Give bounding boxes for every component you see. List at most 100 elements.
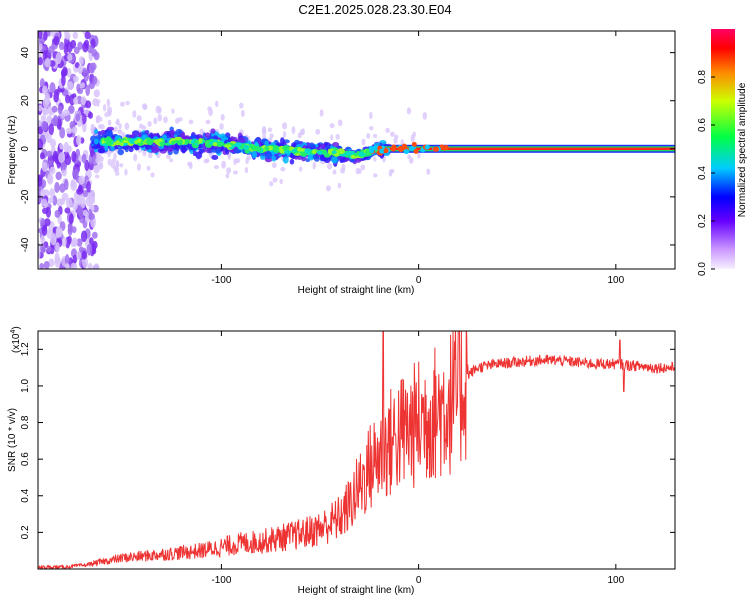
spectrogram-core [212,142,218,147]
spectrogram-noise [49,166,56,175]
spectrogram-scatter [106,98,111,107]
spectrogram-noise [77,87,84,95]
spectrogram-noise [38,31,43,40]
spectrogram-core [254,146,263,152]
spectrogram-noise [70,262,77,269]
spectrogram-band [251,150,258,159]
spectrogram-band [216,147,221,154]
spectrogram-noise [67,53,73,62]
spectrogram-scatter [389,131,395,137]
spectrogram-scatter [166,153,171,160]
spectrogram-band [166,146,174,153]
spectrogram-core [122,139,129,144]
spectrogram-scatter [146,165,151,171]
spectrogram-xtick-label: 100 [607,275,624,286]
spectrogram-band [122,145,130,150]
svg-text:(x104): (x104) [10,326,22,353]
spectrogram-band [260,155,266,160]
spectrogram-noise [87,45,93,54]
spectrogram-noise [66,81,74,90]
spectrogram-scatter [96,101,100,107]
spectrogram-noise [48,258,55,267]
spectrogram-scatter [325,185,332,192]
spectrogram-scatter [94,174,100,179]
snr-ytick-label: 1.0 [20,379,31,393]
spectrogram-noise [71,226,77,234]
spectrogram-scatter [157,113,162,122]
spectrogram-noise [82,189,89,198]
spectrogram-noise [81,257,89,269]
snr-multiplier-base: (x10 [11,333,22,353]
spectrogram-scatter [372,173,378,178]
snr-ytick-label: 0.2 [20,525,31,539]
spectrogram-noise [72,31,78,40]
spectrogram-noise [57,105,63,115]
spectrogram-panel: -100 0 100 -40 -20 0 20 40 Height of straight l… [7,30,676,296]
spectrogram-scatter [136,115,142,122]
spectrogram-noise [50,233,57,246]
spectrogram-noise [84,31,91,40]
spectrogram-scatter [326,162,333,170]
snr-series-line [38,331,675,569]
spectrogram-noise [90,123,96,135]
spectrogram-scatter [279,178,284,185]
spectrogram-scatter [388,169,393,177]
spectrogram-core [264,146,270,151]
figure-title: C2E1.2025.028.23.30.E04 [298,2,451,17]
spectrogram-marks [38,31,675,269]
spectrogram-noise [41,224,48,237]
spectrogram-scatter [205,119,211,125]
spectrogram-scatter [337,182,342,189]
spectrogram-noise [44,58,51,68]
spectrogram-noise [87,111,93,119]
spectrogram-noise [82,67,88,77]
spectrogram-noise [89,65,95,74]
spectrogram-scatter [169,158,174,163]
spectrogram-scatter [188,119,194,125]
spectrogram-band [323,141,329,146]
tone-onset [413,148,419,154]
spectrogram-noise [78,175,85,185]
spectrogram-core [159,140,165,147]
spectrogram-core [279,149,286,154]
spectrogram-band [97,147,106,154]
spectrogram-noise [77,41,83,50]
spectrogram-noise [46,133,52,144]
spectrogram-band [107,131,114,138]
spectrogram-noise [54,209,61,218]
spectrogram-noise [64,207,71,214]
spectrogram-scatter [107,119,112,126]
spectrogram-scatter [124,122,130,130]
spectrogram-noise [59,143,64,150]
spectrogram-scatter [106,106,113,115]
spectrogram-noise [64,263,70,269]
spectrogram-scatter [147,120,152,127]
colorbar-ticks: 0.0 0.2 0.4 0.6 0.8 [697,70,715,276]
spectrogram-noise [77,184,83,192]
spectrogram-noise [39,263,45,269]
spectrogram-xtick-label: -100 [211,275,231,286]
spectrogram-band [100,129,106,135]
spectrogram-scatter [269,181,274,187]
spectrogram-ytick-label: 20 [20,95,31,107]
spectrogram-scatter [199,128,204,134]
spectrogram-noise [42,85,48,95]
spectrogram-scatter [360,164,366,171]
spectrogram-noise [54,181,60,193]
spectrogram-scatter [269,133,274,139]
spectrogram-noise [79,216,86,224]
spectrogram-scatter [267,127,273,133]
snr-ytick-label: 1.2 [20,342,31,356]
spectrogram-ytick-label: -40 [20,237,31,252]
spectrogram-noise [46,245,52,253]
spectrogram-noise [50,138,57,148]
spectrogram-scatter [240,109,245,118]
spectrogram-scatter [177,117,183,122]
snr-ylabel: SNR (10 * v/v) [7,408,18,472]
spectrogram-core [312,149,317,155]
spectrogram-band [331,156,338,164]
spectrogram-noise [78,56,84,65]
spectrogram-scatter [337,119,343,127]
spectrogram-core [119,142,124,146]
spectrogram-noise [76,134,82,146]
